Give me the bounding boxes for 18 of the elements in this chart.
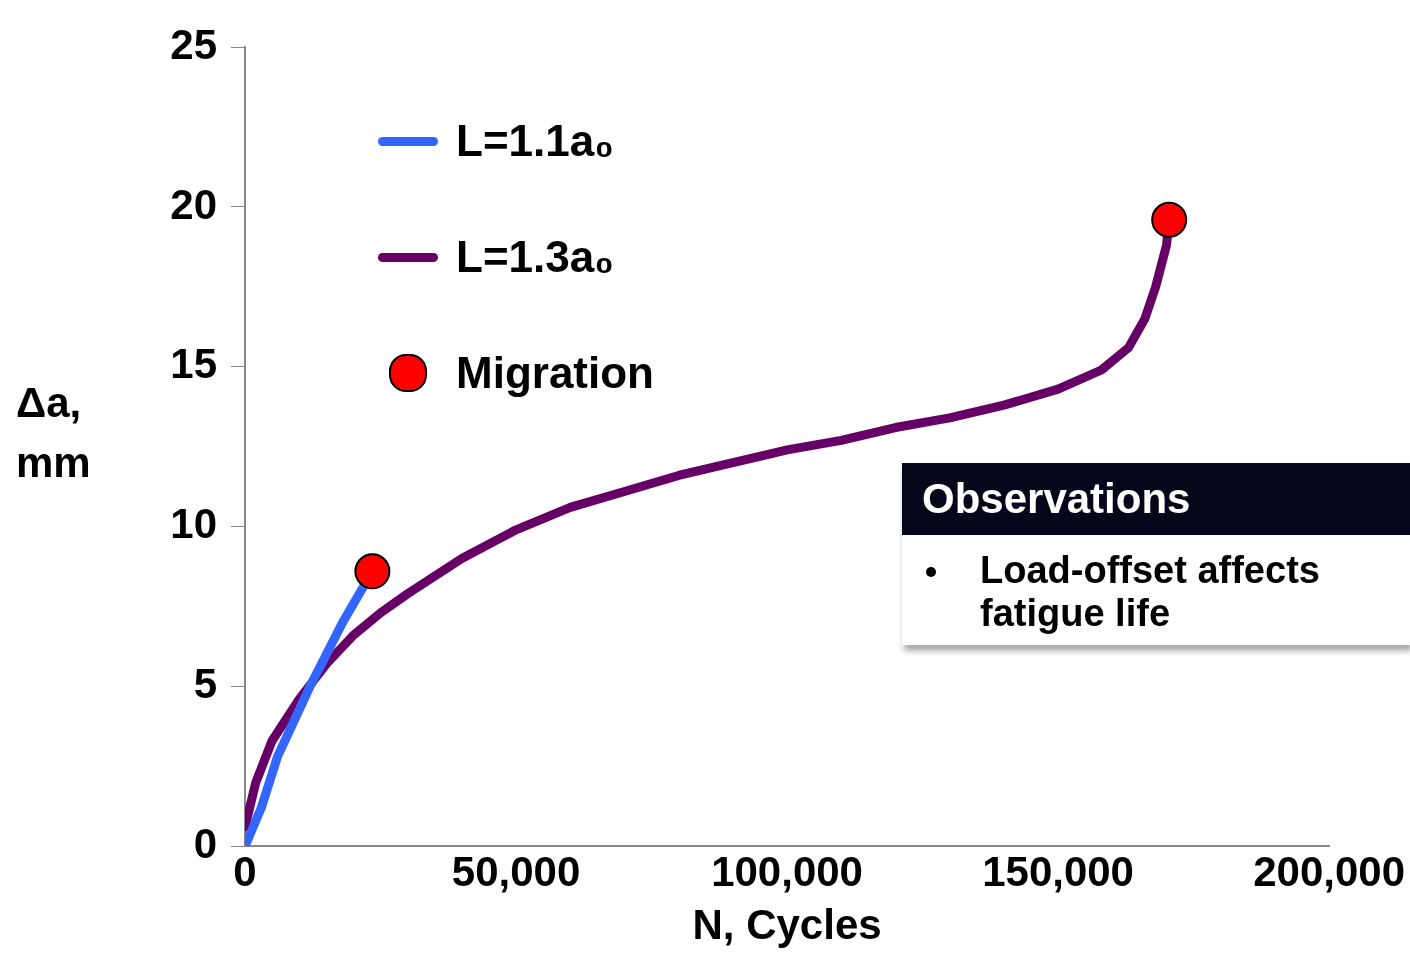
legend-label: L=1.1a₀ — [456, 116, 615, 166]
y-tick-label: 10 — [170, 500, 217, 548]
annotation: Load-offset affects fatigue life — [980, 549, 1321, 635]
y-tick-label: 5 — [193, 659, 217, 707]
x-axis-title: N, Cycles — [692, 901, 882, 949]
y-tick-label: 15 — [170, 340, 217, 388]
y-tick-label: 25 — [170, 20, 217, 68]
legend-label: Migration — [456, 348, 654, 398]
text-box: Observations Load-offset affects fatigue life — [902, 463, 1410, 645]
legend-label: L=1.3a₀ — [456, 232, 615, 282]
y-tick-label: 20 — [170, 180, 217, 228]
y-axis-title: Δa, mm — [16, 378, 92, 488]
x-tick-label: 150,000 — [982, 847, 1134, 895]
annotation: Observations — [902, 463, 1410, 535]
x-tick-label: 0 — [233, 847, 257, 895]
x-tick-label: 200,000 — [1253, 847, 1405, 895]
x-tick-label: 50,000 — [451, 847, 581, 895]
x-tick-label: 100,000 — [711, 847, 863, 895]
